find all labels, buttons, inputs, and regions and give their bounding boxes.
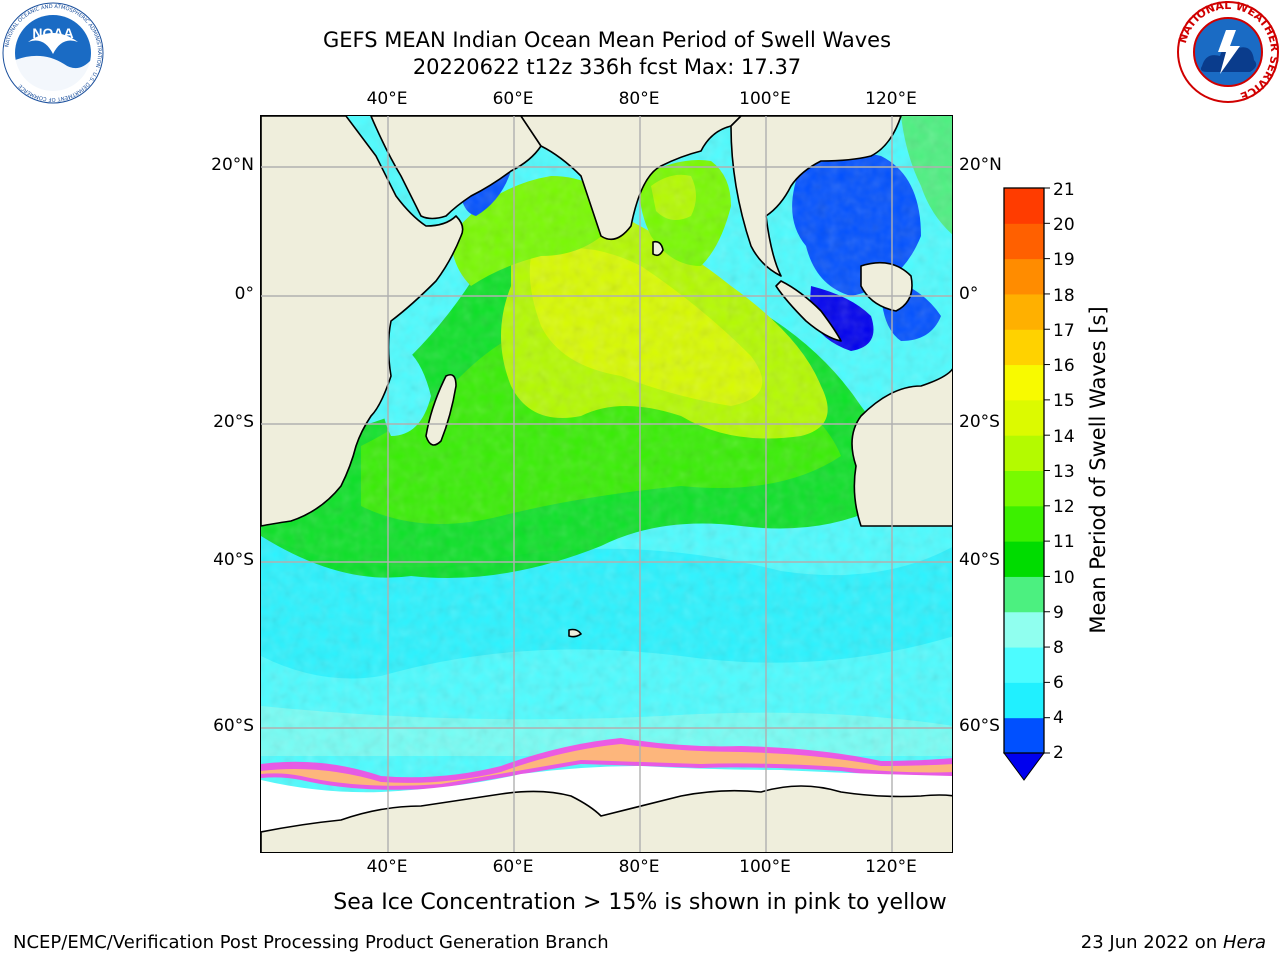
lat-tick-right-0: 0° (959, 284, 979, 304)
sea-ice-orange (261, 744, 952, 786)
lon-tick-top-60e: 60°E (492, 89, 534, 109)
sri-lanka-land (652, 240, 664, 257)
colorbar-segment (1004, 364, 1044, 401)
map-panel[interactable] (260, 115, 953, 853)
lat-tick-right-20s: 20°S (959, 412, 1000, 432)
lat-tick-left-0: 0° (234, 284, 254, 304)
lat-tick-left-60s: 60°S (213, 716, 254, 736)
lon-tick-bottom-80e: 80°E (618, 857, 660, 877)
colorbar (1003, 187, 1050, 781)
colorbar-label: 11 (1053, 532, 1075, 552)
colorbar-label: 12 (1053, 497, 1075, 517)
madagascar-land (425, 373, 457, 446)
lat-tick-left-20n: 20°N (211, 155, 254, 175)
colorbar-segment (1004, 188, 1044, 224)
colorbar-segment (1004, 470, 1044, 507)
colorbar-label: 8 (1053, 638, 1064, 658)
colorbar-segment (1004, 223, 1044, 260)
colorbar-label: 4 (1053, 708, 1064, 728)
noaa-logo-text: NOAA (32, 25, 73, 41)
chart-title: GEFS MEAN Indian Ocean Mean Period of Sw… (322, 28, 892, 52)
lat-tick-left-40s: 40°S (213, 550, 254, 570)
lon-tick-bottom-40e: 40°E (366, 857, 408, 877)
map-canvas (261, 116, 952, 852)
kerguelen-land (568, 628, 582, 638)
colorbar-title: Mean Period of Swell Waves [s] (1086, 306, 1110, 634)
colorbar-segment (1004, 329, 1044, 366)
colorbar-segment (1004, 399, 1044, 436)
lon-tick-bottom-120e: 120°E (865, 857, 917, 877)
lat-tick-left-20s: 20°S (213, 412, 254, 432)
south-asia-land (520, 116, 742, 241)
chart-subtitle: 20220622 t12z 336h fcst Max: 17.37 (412, 55, 802, 79)
colorbar-segment (1004, 611, 1044, 648)
australia-land (851, 368, 952, 527)
colorbar-extend-triangle (1003, 752, 1045, 781)
lon-tick-top-100e: 100°E (739, 89, 791, 109)
borneo-land (860, 261, 913, 312)
sea-ice-note: Sea Ice Concentration > 15% is shown in … (333, 890, 947, 915)
lon-tick-top-120e: 120°E (865, 89, 917, 109)
colorbar-label: 9 (1053, 603, 1064, 623)
noaa-logo: NOAA NATIONAL OCEANIC AND ATMOSPHERIC AD… (2, 2, 104, 104)
nws-logo: NATIONAL WEATHER SERVICE (1176, 0, 1280, 103)
colorbar-label: 17 (1053, 321, 1075, 341)
colorbar-label: 19 (1053, 250, 1075, 270)
colorbar-label: 15 (1053, 391, 1075, 411)
lat-tick-right-40s: 40°S (959, 550, 1000, 570)
colorbar-label: 6 (1053, 673, 1064, 693)
footer-date-text: 23 Jun 2022 on (1080, 932, 1223, 953)
colorbar-label: 2 (1053, 743, 1064, 763)
lat-tick-right-20n: 20°N (959, 155, 1002, 175)
lon-tick-bottom-60e: 60°E (492, 857, 534, 877)
antarctica-land (261, 785, 952, 852)
colorbar-segment (1004, 647, 1044, 683)
colorbar-label: 18 (1053, 286, 1075, 306)
footer-credit: NCEP/EMC/Verification Post Processing Pr… (13, 932, 609, 953)
colorbar-label: 10 (1053, 568, 1075, 588)
lat-tick-right-60s: 60°S (959, 716, 1000, 736)
colorbar-segment (1004, 541, 1044, 577)
colorbar-label: 21 (1053, 180, 1075, 200)
land-masses (261, 116, 952, 852)
colorbar-segment (1004, 435, 1044, 471)
footer-host: Hera (1222, 932, 1266, 953)
footer-date: 23 Jun 2022 on Hera (1081, 932, 1266, 953)
sea-ice-pink (261, 738, 952, 790)
lon-tick-bottom-100e: 100°E (739, 857, 791, 877)
colorbar-label: 13 (1053, 462, 1075, 482)
colorbar-label: 14 (1053, 427, 1075, 447)
colorbar-label: 16 (1053, 356, 1075, 376)
colorbar-segment (1004, 258, 1044, 295)
colorbar-segment (1004, 505, 1044, 542)
colorbar-label: 20 (1053, 215, 1075, 235)
colorbar-segment (1004, 576, 1044, 613)
colorbar-segment (1004, 682, 1044, 719)
colorbar-segment (1004, 717, 1044, 754)
lon-tick-top-40e: 40°E (366, 89, 408, 109)
colorbar-segment (1004, 293, 1044, 330)
graticule (261, 116, 952, 852)
lon-tick-top-80e: 80°E (618, 89, 660, 109)
